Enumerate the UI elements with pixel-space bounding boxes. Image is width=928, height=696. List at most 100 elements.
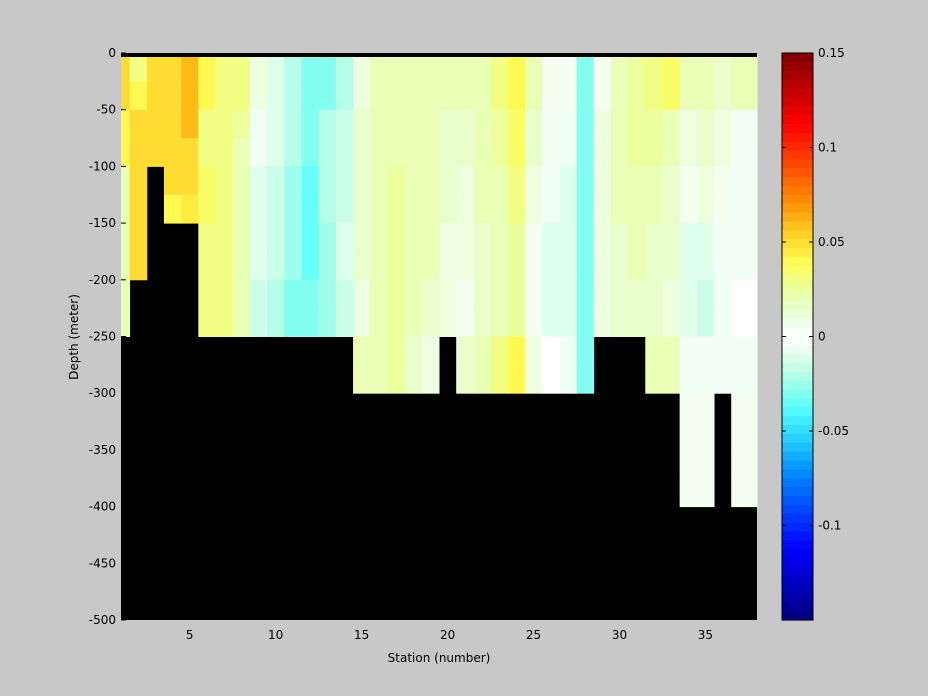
heatmap-cell: [731, 308, 758, 337]
x-tick-label: 20: [440, 628, 455, 642]
heatmap-cell: [473, 336, 492, 366]
heatmap-cells: [121, 53, 758, 508]
y-axis-ticks: 0 -50 -100 -150 -200 -250 -300 -350 -400 -450 -500: [89, 46, 126, 627]
heatmap-cell: [456, 53, 474, 82]
heatmap-cell: [559, 138, 578, 167]
heatmap-cell: [610, 109, 629, 139]
heatmap-cell: [628, 166, 646, 196]
heatmap-cell: [387, 279, 406, 309]
heatmap-cell: [198, 279, 217, 309]
heatmap-cell: [542, 336, 560, 366]
heatmap-cell: [421, 166, 440, 196]
heatmap-cell: [662, 336, 681, 366]
y-tick-label: -450: [89, 556, 116, 570]
heatmap-cell: [301, 166, 320, 196]
colorbar-step: [782, 212, 813, 222]
heatmap-cell: [559, 336, 578, 366]
heatmap-cell: [129, 251, 148, 281]
heatmap-cell: [163, 81, 182, 111]
heatmap-cell: [198, 138, 217, 167]
heatmap-cell: [628, 53, 646, 82]
heatmap-cell: [198, 109, 217, 139]
heatmap-cell: [696, 223, 715, 252]
heatmap-cell: [335, 223, 354, 252]
surface-line: [121, 53, 757, 57]
heatmap-cell: [318, 166, 337, 196]
heatmap-cell: [593, 279, 612, 309]
colorbar: 0.15 0.1 0.05 0 -0.05 -0.1: [781, 46, 849, 621]
colorbar-step: [782, 318, 813, 329]
heatmap-cell: [490, 81, 509, 111]
heatmap-cell: [524, 223, 543, 252]
heatmap-cell: [249, 166, 268, 196]
heatmap-cell: [610, 138, 629, 167]
heatmap-cell: [731, 336, 758, 366]
colorbar-step: [782, 593, 813, 603]
heatmap-cell: [215, 279, 234, 309]
colorbar-step: [782, 487, 813, 497]
heatmap-cell: [645, 336, 663, 366]
heatmap-cell: [679, 109, 698, 139]
heatmap-cell: [696, 336, 715, 366]
heatmap-cell: [267, 308, 285, 337]
heatmap-cell: [387, 109, 406, 139]
colorbar-tick-label: 0.1: [818, 141, 837, 155]
heatmap-cell: [559, 53, 578, 82]
colorbar-step: [782, 265, 813, 276]
x-tick-label: 35: [698, 628, 713, 642]
heatmap-cell: [335, 109, 354, 139]
heatmap-cell: [249, 81, 268, 111]
heatmap-cell: [181, 81, 199, 111]
heatmap-cell: [404, 138, 423, 167]
colorbar-step: [782, 354, 813, 364]
colorbar-tick-label: 0.15: [818, 46, 845, 60]
heatmap-cell: [353, 279, 371, 309]
colorbar-step: [782, 53, 813, 63]
colorbar-step: [782, 159, 813, 169]
heatmap-cell: [542, 138, 560, 167]
heatmap-cell: [696, 478, 715, 508]
heatmap-cell: [576, 166, 595, 196]
heatmap-cell: [284, 109, 302, 139]
heatmap-cell: [249, 53, 268, 82]
heatmap-cell: [576, 138, 595, 167]
heatmap-cell: [524, 166, 543, 196]
heatmap-cell: [731, 449, 758, 479]
heatmap-cell: [129, 194, 148, 224]
heatmap-cell: [353, 166, 371, 196]
heatmap-cell: [542, 81, 560, 111]
heatmap-cell: [353, 223, 371, 252]
heatmap-cell: [318, 109, 337, 139]
heatmap-cell: [473, 251, 492, 281]
heatmap-cell: [404, 223, 423, 252]
heatmap-cell: [353, 251, 371, 281]
heatmap-cell: [679, 393, 698, 423]
colorbar-step: [782, 70, 813, 81]
heatmap-cell: [301, 279, 320, 309]
heatmap-cell: [335, 138, 354, 167]
heatmap-cell: [318, 194, 337, 224]
heatmap-cell: [559, 251, 578, 281]
heatmap-cell: [731, 81, 758, 111]
heatmap-cell: [542, 194, 560, 224]
colorbar-step: [782, 141, 813, 152]
heatmap-cell: [370, 364, 388, 394]
heatmap-cell: [714, 364, 732, 394]
heatmap-cell: [593, 109, 612, 139]
heatmap-cell: [731, 166, 758, 196]
heatmap-cell: [679, 194, 698, 224]
heatmap-cell: [353, 138, 371, 167]
heatmap-cell: [370, 251, 388, 281]
colorbar-step: [782, 407, 813, 417]
heatmap-cell: [421, 308, 440, 337]
heatmap-cell: [679, 478, 698, 508]
heatmap-cell: [232, 223, 251, 252]
heatmap-cell: [284, 194, 302, 224]
heatmap-cell: [490, 251, 509, 281]
colorbar-step: [782, 540, 813, 550]
heatmap-cell: [456, 138, 474, 167]
heatmap-cell: [318, 138, 337, 167]
heatmap-cell: [645, 166, 663, 196]
heatmap-cell: [335, 279, 354, 309]
heatmap-cell: [129, 166, 148, 196]
